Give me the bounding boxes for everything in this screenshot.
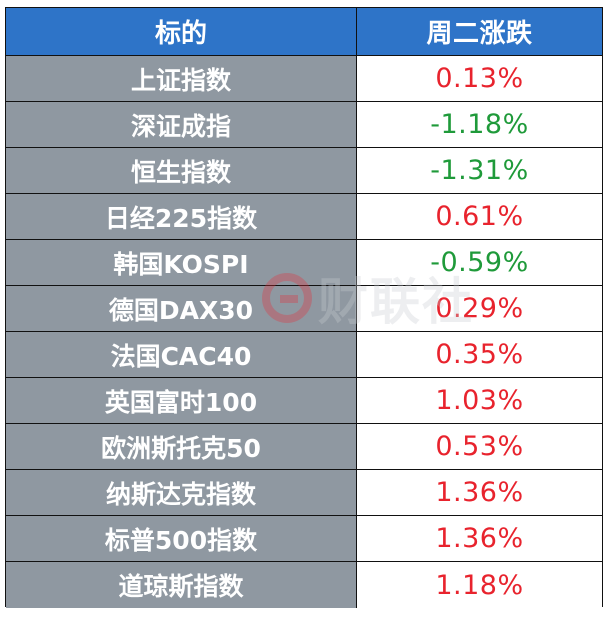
change-value-cell: -1.31% — [357, 148, 602, 193]
change-value-cell: 1.36% — [357, 516, 602, 561]
change-value-cell: 0.13% — [357, 56, 602, 101]
index-name-cell: 恒生指数 — [6, 148, 357, 193]
change-value-cell: 0.29% — [357, 286, 602, 331]
change-value-cell: 1.18% — [357, 562, 602, 608]
change-value-cell: 1.36% — [357, 470, 602, 515]
change-value-cell: 0.61% — [357, 194, 602, 239]
index-name-cell: 法国CAC40 — [6, 332, 357, 377]
table-header-row: 标的 周二涨跌 — [6, 8, 602, 56]
table-row: 法国CAC40 0.35% — [6, 332, 602, 378]
index-name-cell: 日经225指数 — [6, 194, 357, 239]
index-name-cell: 标普500指数 — [6, 516, 357, 561]
index-name-cell: 欧洲斯托克50 — [6, 424, 357, 469]
index-name-cell: 道琼斯指数 — [6, 562, 357, 608]
table-row: 纳斯达克指数 1.36% — [6, 470, 602, 516]
index-name-cell: 韩国KOSPI — [6, 240, 357, 285]
change-value-cell: -0.59% — [357, 240, 602, 285]
change-value-cell: 0.35% — [357, 332, 602, 377]
header-name-cell: 标的 — [6, 8, 357, 55]
table-row: 上证指数 0.13% — [6, 56, 602, 102]
table-row: 韩国KOSPI -0.59% — [6, 240, 602, 286]
table-row: 恒生指数 -1.31% — [6, 148, 602, 194]
table-row: 欧洲斯托克50 0.53% — [6, 424, 602, 470]
index-change-table: 标的 周二涨跌 上证指数 0.13% 深证成指 -1.18% 恒生指数 -1.3… — [5, 7, 603, 608]
table-row: 英国富时100 1.03% — [6, 378, 602, 424]
table-row: 德国DAX30 0.29% — [6, 286, 602, 332]
table-row: 日经225指数 0.61% — [6, 194, 602, 240]
index-name-cell: 上证指数 — [6, 56, 357, 101]
table-row: 道琼斯指数 1.18% — [6, 562, 602, 608]
change-value-cell: 0.53% — [357, 424, 602, 469]
change-value-cell: 1.03% — [357, 378, 602, 423]
index-name-cell: 纳斯达克指数 — [6, 470, 357, 515]
change-value-cell: -1.18% — [357, 102, 602, 147]
index-name-cell: 德国DAX30 — [6, 286, 357, 331]
index-name-cell: 英国富时100 — [6, 378, 357, 423]
table-row: 深证成指 -1.18% — [6, 102, 602, 148]
header-value-cell: 周二涨跌 — [357, 8, 602, 55]
table-row: 标普500指数 1.36% — [6, 516, 602, 562]
index-name-cell: 深证成指 — [6, 102, 357, 147]
